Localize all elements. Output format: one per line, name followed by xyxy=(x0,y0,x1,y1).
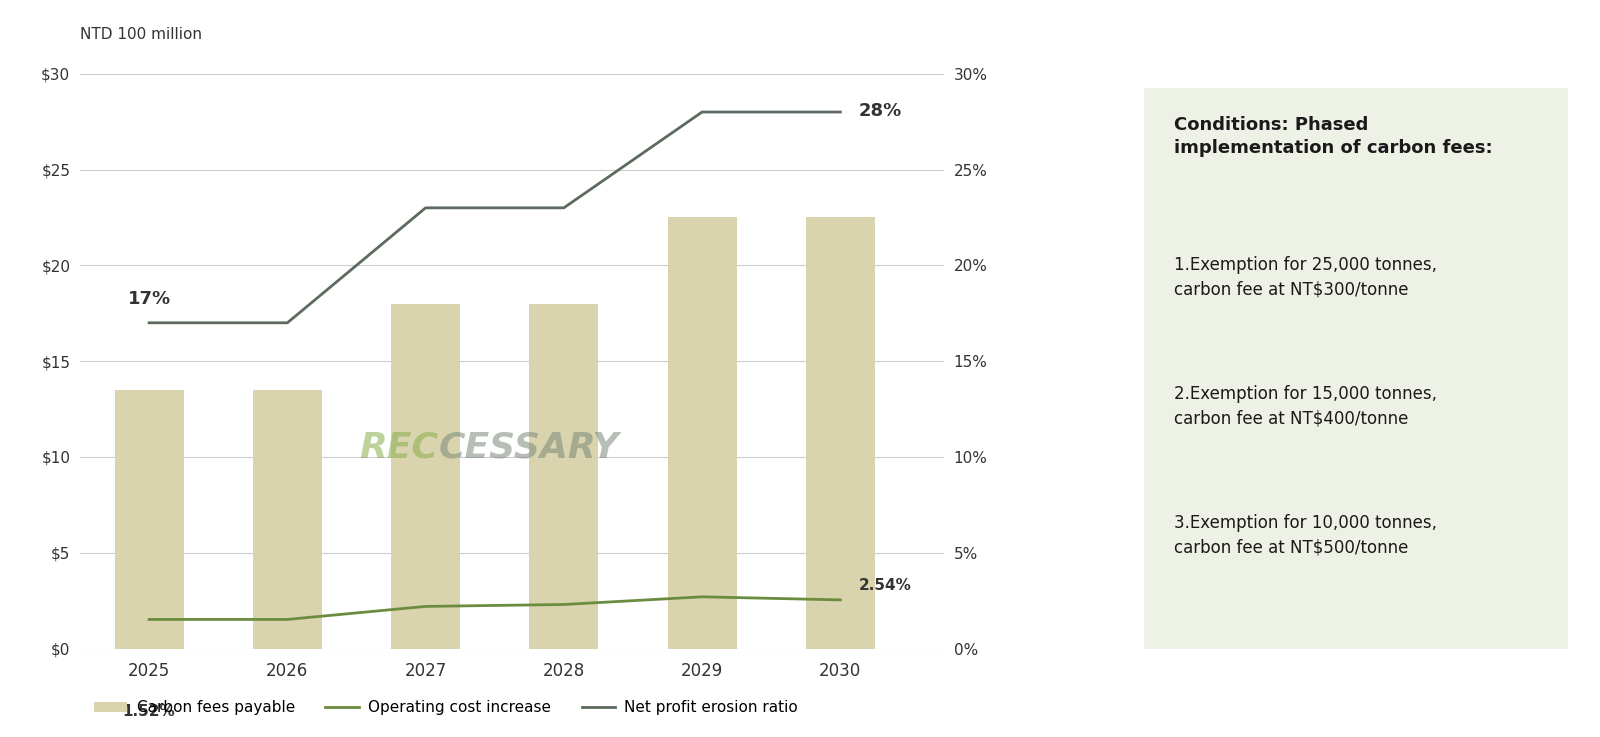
Text: 17%: 17% xyxy=(128,290,171,307)
Text: 2.Exemption for 15,000 tonnes,
carbon fee at NT$400/tonne: 2.Exemption for 15,000 tonnes, carbon fe… xyxy=(1174,385,1437,427)
Text: 3.Exemption for 10,000 tonnes,
carbon fee at NT$500/tonne: 3.Exemption for 10,000 tonnes, carbon fe… xyxy=(1174,514,1437,556)
Bar xyxy=(806,217,875,649)
Bar xyxy=(253,390,322,649)
FancyBboxPatch shape xyxy=(1123,60,1589,677)
Text: NTD 100 million: NTD 100 million xyxy=(80,27,202,42)
Text: CESSARY: CESSARY xyxy=(438,430,619,464)
Text: 1.Exemption for 25,000 tonnes,
carbon fee at NT$300/tonne: 1.Exemption for 25,000 tonnes, carbon fe… xyxy=(1174,256,1437,298)
Text: 28%: 28% xyxy=(858,102,901,120)
Text: 2.54%: 2.54% xyxy=(858,579,910,593)
Bar xyxy=(390,304,461,649)
Text: Conditions: Phased
implementation of carbon fees:: Conditions: Phased implementation of car… xyxy=(1174,116,1493,157)
Text: 1.52%: 1.52% xyxy=(123,704,176,719)
Bar xyxy=(667,217,736,649)
Legend: Carbon fees payable, Operating cost increase, Net profit erosion ratio: Carbon fees payable, Operating cost incr… xyxy=(88,694,805,722)
Text: REC: REC xyxy=(360,430,438,464)
Bar xyxy=(115,390,184,649)
Bar xyxy=(530,304,598,649)
